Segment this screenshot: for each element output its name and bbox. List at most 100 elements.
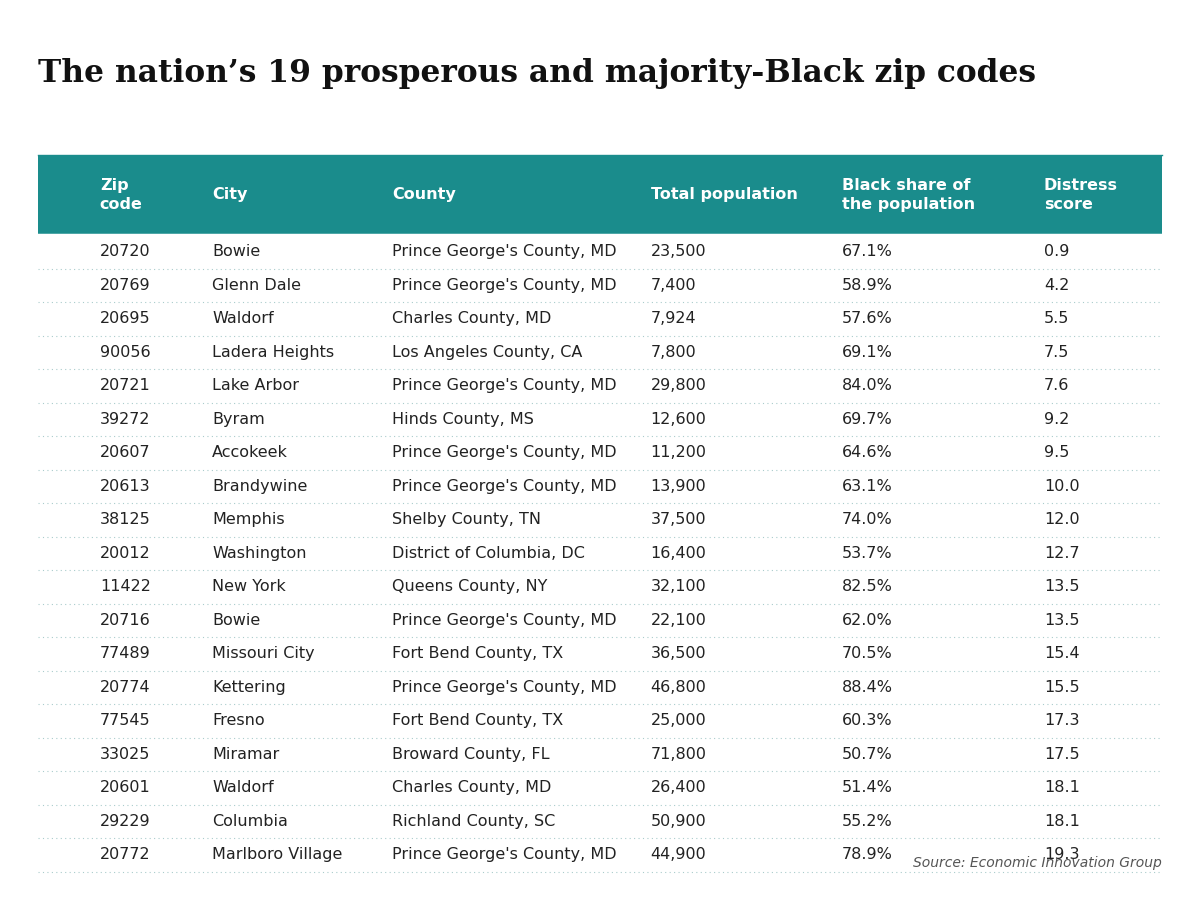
Text: City: City: [212, 188, 247, 203]
Text: 20769: 20769: [100, 277, 150, 293]
Text: 20716: 20716: [100, 612, 150, 628]
Text: Columbia: Columbia: [212, 814, 288, 829]
Text: 20774: 20774: [100, 680, 150, 695]
Text: 7.5: 7.5: [1044, 345, 1069, 360]
Text: Prince George's County, MD: Prince George's County, MD: [392, 244, 617, 260]
Text: 50,900: 50,900: [650, 814, 707, 829]
Text: Miramar: Miramar: [212, 747, 280, 762]
Text: Broward County, FL: Broward County, FL: [392, 747, 550, 762]
Bar: [38, 235, 1162, 871]
Text: 13,900: 13,900: [650, 479, 707, 494]
Text: 58.9%: 58.9%: [841, 277, 893, 293]
Text: Washington: Washington: [212, 546, 307, 560]
Text: 12,600: 12,600: [650, 412, 707, 427]
Text: Richland County, SC: Richland County, SC: [392, 814, 556, 829]
Text: 57.6%: 57.6%: [841, 312, 893, 326]
Text: 20695: 20695: [100, 312, 150, 326]
Text: Bowie: Bowie: [212, 612, 260, 628]
Text: Shelby County, TN: Shelby County, TN: [392, 512, 541, 527]
Text: 13.5: 13.5: [1044, 579, 1080, 594]
Text: 20721: 20721: [100, 378, 150, 393]
Text: 84.0%: 84.0%: [841, 378, 893, 393]
Text: 78.9%: 78.9%: [841, 847, 893, 862]
Text: 71,800: 71,800: [650, 747, 707, 762]
Text: 20607: 20607: [100, 445, 150, 461]
Text: Waldorf: Waldorf: [212, 312, 274, 326]
Text: 15.4: 15.4: [1044, 647, 1080, 661]
Text: 50.7%: 50.7%: [841, 747, 893, 762]
Text: County: County: [392, 188, 456, 203]
Text: 11,200: 11,200: [650, 445, 707, 461]
Text: 17.5: 17.5: [1044, 747, 1080, 762]
Text: 77489: 77489: [100, 647, 150, 661]
Text: Bowie: Bowie: [212, 244, 260, 260]
Text: Zip
code: Zip code: [100, 178, 143, 212]
Text: Fresno: Fresno: [212, 713, 265, 728]
Text: Hinds County, MS: Hinds County, MS: [392, 412, 534, 427]
Text: 16,400: 16,400: [650, 546, 707, 560]
Text: 9.2: 9.2: [1044, 412, 1069, 427]
Text: Accokeek: Accokeek: [212, 445, 288, 461]
Text: 77545: 77545: [100, 713, 150, 728]
Text: Prince George's County, MD: Prince George's County, MD: [392, 479, 617, 494]
Text: 13.5: 13.5: [1044, 612, 1080, 628]
Text: 20012: 20012: [100, 546, 150, 560]
Text: Missouri City: Missouri City: [212, 647, 314, 661]
Text: Prince George's County, MD: Prince George's County, MD: [392, 277, 617, 293]
Text: 17.3: 17.3: [1044, 713, 1080, 728]
Text: 7.6: 7.6: [1044, 378, 1069, 393]
Text: 90056: 90056: [100, 345, 150, 360]
Text: District of Columbia, DC: District of Columbia, DC: [392, 546, 584, 560]
Text: 11422: 11422: [100, 579, 151, 594]
Text: Charles County, MD: Charles County, MD: [392, 312, 552, 326]
Text: Marlboro Village: Marlboro Village: [212, 847, 342, 862]
Text: 39272: 39272: [100, 412, 150, 427]
Text: Prince George's County, MD: Prince George's County, MD: [392, 445, 617, 461]
Text: 64.6%: 64.6%: [841, 445, 893, 461]
Text: 33025: 33025: [100, 747, 150, 762]
Text: 12.0: 12.0: [1044, 512, 1080, 527]
Text: 7,400: 7,400: [650, 277, 696, 293]
Text: 15.5: 15.5: [1044, 680, 1080, 695]
Text: 38125: 38125: [100, 512, 150, 527]
Text: Lake Arbor: Lake Arbor: [212, 378, 299, 393]
Text: 7,924: 7,924: [650, 312, 696, 326]
Text: 20720: 20720: [100, 244, 150, 260]
Text: 62.0%: 62.0%: [841, 612, 893, 628]
Text: Fort Bend County, TX: Fort Bend County, TX: [392, 713, 563, 728]
Text: 12.7: 12.7: [1044, 546, 1080, 560]
Text: 7,800: 7,800: [650, 345, 696, 360]
Text: 5.5: 5.5: [1044, 312, 1069, 326]
Text: 82.5%: 82.5%: [841, 579, 893, 594]
Text: 53.7%: 53.7%: [841, 546, 893, 560]
Text: 23,500: 23,500: [650, 244, 707, 260]
Text: 18.1: 18.1: [1044, 814, 1080, 829]
Text: Byram: Byram: [212, 412, 265, 427]
Text: Source: Economic Innovation Group: Source: Economic Innovation Group: [913, 856, 1162, 870]
Text: 67.1%: 67.1%: [841, 244, 893, 260]
Text: Prince George's County, MD: Prince George's County, MD: [392, 680, 617, 695]
Text: 36,500: 36,500: [650, 647, 707, 661]
Text: Charles County, MD: Charles County, MD: [392, 780, 552, 796]
Text: Waldorf: Waldorf: [212, 780, 274, 796]
Text: Brandywine: Brandywine: [212, 479, 307, 494]
Text: 63.1%: 63.1%: [841, 479, 893, 494]
Text: 74.0%: 74.0%: [841, 512, 893, 527]
Text: 9.5: 9.5: [1044, 445, 1069, 461]
Text: New York: New York: [212, 579, 286, 594]
Text: Prince George's County, MD: Prince George's County, MD: [392, 378, 617, 393]
Text: 69.1%: 69.1%: [841, 345, 893, 360]
Text: 4.2: 4.2: [1044, 277, 1069, 293]
Text: 88.4%: 88.4%: [841, 680, 893, 695]
Text: Black share of
the population: Black share of the population: [841, 178, 974, 212]
Text: 20772: 20772: [100, 847, 150, 862]
Text: 60.3%: 60.3%: [841, 713, 893, 728]
Text: Ladera Heights: Ladera Heights: [212, 345, 335, 360]
Text: Total population: Total population: [650, 188, 798, 203]
Text: 0.9: 0.9: [1044, 244, 1069, 260]
Bar: [38, 155, 1162, 235]
Text: The nation’s 19 prosperous and majority-Black zip codes: The nation’s 19 prosperous and majority-…: [38, 58, 1036, 89]
Text: 19.3: 19.3: [1044, 847, 1080, 862]
Text: 25,000: 25,000: [650, 713, 707, 728]
Text: 44,900: 44,900: [650, 847, 707, 862]
